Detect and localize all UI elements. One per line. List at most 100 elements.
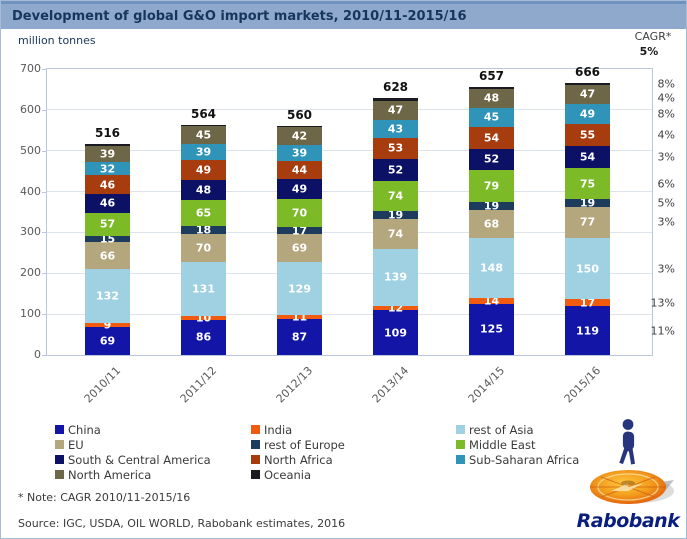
y-tick-mark [42, 150, 46, 152]
bar-segment-south-central-america [469, 148, 514, 170]
person-figure-icon [619, 419, 635, 465]
segment-value-label: 109 [384, 326, 407, 340]
bar-segment-north-africa [277, 160, 322, 179]
bar-segment-china [277, 319, 322, 355]
bar-segment-rest-of-europe [565, 198, 610, 207]
bar-segment-middle-east [85, 212, 130, 237]
segment-value-label: 19 [579, 196, 596, 210]
segment-value-label: 45 [483, 110, 500, 124]
segment-value-label: 45 [195, 128, 212, 142]
cagr-value: 3% [657, 150, 675, 164]
bar-segment-eu [277, 234, 322, 263]
segment-value-label: 57 [99, 217, 116, 231]
segment-value-label: 53 [387, 141, 404, 155]
segment-value-label: 39 [99, 147, 116, 161]
bar-segment-rest-of-europe [469, 202, 514, 210]
segment-value-label: 48 [195, 183, 212, 197]
bar-segment-rest-of-asia [565, 238, 610, 300]
bar-segment-eu [85, 242, 130, 270]
bar-segment-south-central-america [373, 159, 418, 181]
bar-segment-rest-of-asia [85, 269, 130, 324]
y-tick-mark [42, 314, 46, 316]
segment-value-label: 19 [387, 208, 404, 222]
legend-item-oceania: Oceania [251, 467, 456, 482]
segment-value-label: 43 [387, 122, 404, 136]
bar-segment-eu [373, 218, 418, 249]
bar-total-label: 564 [190, 106, 217, 121]
legend-label: rest of Europe [264, 437, 345, 452]
segment-value-label: 65 [195, 206, 212, 220]
segment-value-label: 55 [579, 128, 596, 142]
bar-segment-oceania [373, 98, 418, 101]
legend-swatch [55, 455, 64, 464]
gridline [47, 313, 652, 315]
gridline [47, 109, 652, 111]
cagr-value: 6% [657, 177, 675, 191]
page-title: Development of global G&O import markets… [12, 9, 467, 24]
segment-value-label: 9 [103, 318, 112, 332]
y-tick-label: 100 [20, 307, 41, 321]
segment-value-label: 52 [483, 152, 500, 166]
plot-area: 69 9 132 66 15 57 46 46 32 39 86 10 131 70 18 65 48 49 39 4… [46, 68, 653, 356]
y-tick-label: 500 [20, 143, 41, 157]
bar-segment-rest-of-asia [181, 262, 226, 316]
legend-label: Oceania [264, 467, 312, 482]
segment-value-label: 46 [99, 178, 116, 192]
bar-segment-north-america [85, 146, 130, 163]
bar-segment-china [373, 310, 418, 355]
legend-item-china: China [55, 422, 251, 437]
segment-value-label: 125 [480, 322, 503, 336]
bar-total-label: 657 [478, 68, 505, 83]
cagr-value: 8% [657, 107, 675, 121]
x-axis-label: 2014/15 [465, 364, 507, 406]
bar-segment-middle-east [277, 198, 322, 228]
bar-segment-sub-saharan-africa [85, 162, 130, 176]
bar-segment-rest-of-asia [469, 237, 514, 299]
cagr-value: 3% [657, 262, 675, 276]
legend-item-rest-of-asia: rest of Asia [456, 422, 641, 437]
segment-value-label: 15 [99, 232, 116, 246]
y-tick-mark [42, 232, 46, 234]
segment-value-label: 17 [579, 296, 596, 310]
legend-label: rest of Asia [469, 422, 534, 437]
legend-label: Middle East [469, 437, 536, 452]
y-tick-label: 200 [20, 266, 41, 280]
legend-item-south-central-america: South & Central America [55, 452, 251, 467]
legend-swatch [251, 425, 260, 434]
bar-segment-eu [181, 233, 226, 263]
segment-value-label: 54 [483, 131, 500, 145]
segment-value-label: 39 [195, 145, 212, 159]
cagr-column-header: CAGR* [634, 30, 672, 43]
legend-swatch [55, 470, 64, 479]
segment-value-label: 119 [576, 324, 599, 338]
bar-segment-rest-of-asia [373, 248, 418, 306]
segment-value-label: 87 [291, 330, 308, 344]
cagr-value: 4% [657, 128, 675, 142]
legend-label: South & Central America [68, 452, 211, 467]
legend-swatch [55, 425, 64, 434]
bar-segment-north-africa [373, 137, 418, 160]
bar-segment-rest-of-europe [277, 227, 322, 235]
legend-item-india: India [251, 422, 456, 437]
y-tick-label: 300 [20, 225, 41, 239]
segment-value-label: 47 [387, 103, 404, 117]
segment-value-label: 49 [579, 107, 596, 121]
segment-value-label: 69 [99, 334, 116, 348]
segment-value-label: 19 [483, 199, 500, 213]
footnote: * Note: CAGR 2010/11-2015/16 [18, 491, 191, 504]
segment-value-label: 139 [384, 270, 407, 284]
segment-value-label: 52 [387, 163, 404, 177]
bar-segment-china [469, 303, 514, 355]
bar-segment-north-america [181, 125, 226, 145]
y-tick-label: 700 [20, 62, 41, 75]
bar-segment-india [373, 305, 418, 311]
y-tick-mark [42, 109, 46, 111]
bar-segment-india [181, 315, 226, 320]
cagr-value: 5% [657, 196, 675, 210]
bar-segment-north-america [565, 84, 610, 104]
segment-value-label: 54 [579, 150, 596, 164]
bar-segment-sub-saharan-africa [469, 108, 514, 127]
bar-segment-north-africa [181, 160, 226, 181]
